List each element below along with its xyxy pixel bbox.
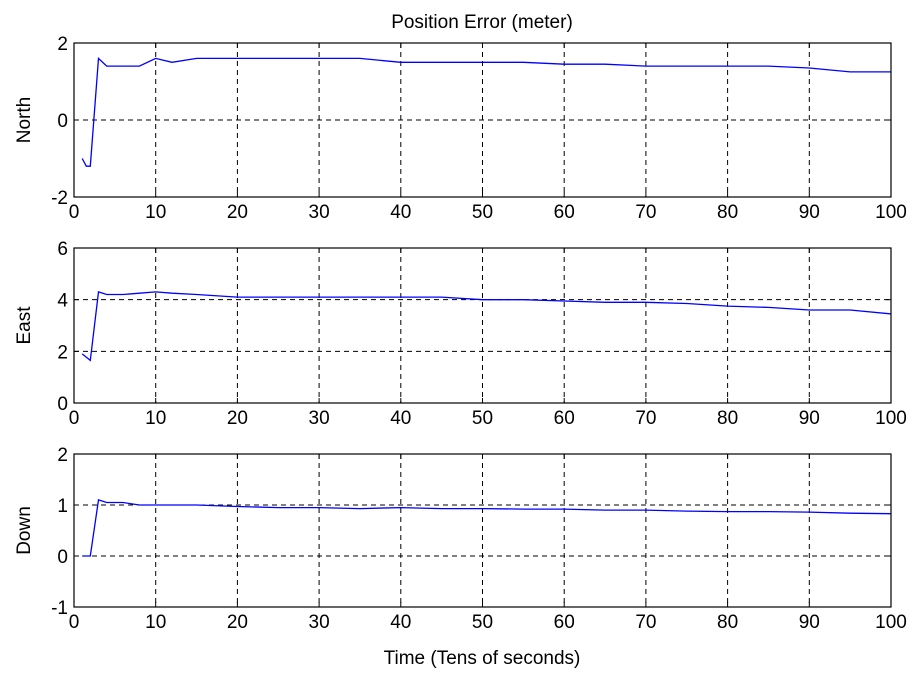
x-tick-label: 50 (472, 408, 493, 429)
x-tick-label: 40 (390, 408, 411, 429)
y-tick-label: 2 (57, 34, 68, 55)
x-tick-label: 100 (875, 612, 907, 633)
y-axis-label: East (14, 306, 35, 345)
x-tick-label: 100 (875, 202, 907, 223)
y-tick-label: -1 (51, 598, 68, 619)
x-tick-label: 0 (69, 408, 80, 429)
x-tick-label: 90 (799, 408, 820, 429)
x-tick-label: 40 (390, 612, 411, 633)
x-tick-label: 30 (309, 202, 330, 223)
x-tick-label: 20 (227, 612, 248, 633)
x-tick-label: 0 (69, 202, 80, 223)
x-tick-label: 10 (145, 202, 166, 223)
x-tick-label: 50 (472, 202, 493, 223)
y-tick-label: 2 (57, 342, 68, 363)
x-tick-label: 40 (390, 202, 411, 223)
x-tick-label: 60 (554, 612, 575, 633)
x-tick-label: 60 (554, 408, 575, 429)
x-tick-label: 30 (309, 612, 330, 633)
y-tick-label: 2 (57, 445, 68, 466)
x-tick-label: 80 (717, 408, 738, 429)
x-tick-label: 20 (227, 408, 248, 429)
x-tick-label: 0 (69, 612, 80, 633)
y-tick-label: 0 (57, 111, 68, 132)
series-line-east (81, 291, 892, 362)
x-tick-label: 10 (145, 612, 166, 633)
y-tick-label: 0 (57, 547, 68, 568)
x-tick-label: 70 (635, 612, 656, 633)
x-tick-label: 50 (472, 612, 493, 633)
y-tick-label: 1 (57, 496, 68, 517)
axes-box (73, 247, 892, 404)
y-axis-label: North (14, 97, 35, 143)
x-tick-label: 60 (554, 202, 575, 223)
y-tick-label: 0 (57, 394, 68, 415)
x-tick-label: 90 (799, 202, 820, 223)
x-tick-label: 30 (309, 408, 330, 429)
x-axis-label: Time (Tens of seconds) (384, 648, 581, 669)
x-tick-label: 90 (799, 612, 820, 633)
x-tick-label: 100 (875, 408, 907, 429)
y-tick-label: 4 (57, 291, 68, 312)
x-tick-label: 70 (635, 408, 656, 429)
chart-title: Position Error (meter) (391, 12, 573, 33)
series-line-down (82, 499, 892, 557)
x-tick-label: 80 (717, 612, 738, 633)
x-tick-label: 70 (635, 202, 656, 223)
x-tick-label: 20 (227, 202, 248, 223)
y-tick-label: 6 (57, 239, 68, 260)
x-tick-label: 80 (717, 202, 738, 223)
x-tick-label: 10 (145, 408, 166, 429)
series-line-north (81, 56, 891, 167)
y-tick-label: -2 (51, 188, 68, 209)
y-axis-label: Down (14, 506, 35, 555)
subplot-east: 0 10 20 30 40 50 60 70 80 90 100 0 2 4 6 East (14, 239, 907, 429)
